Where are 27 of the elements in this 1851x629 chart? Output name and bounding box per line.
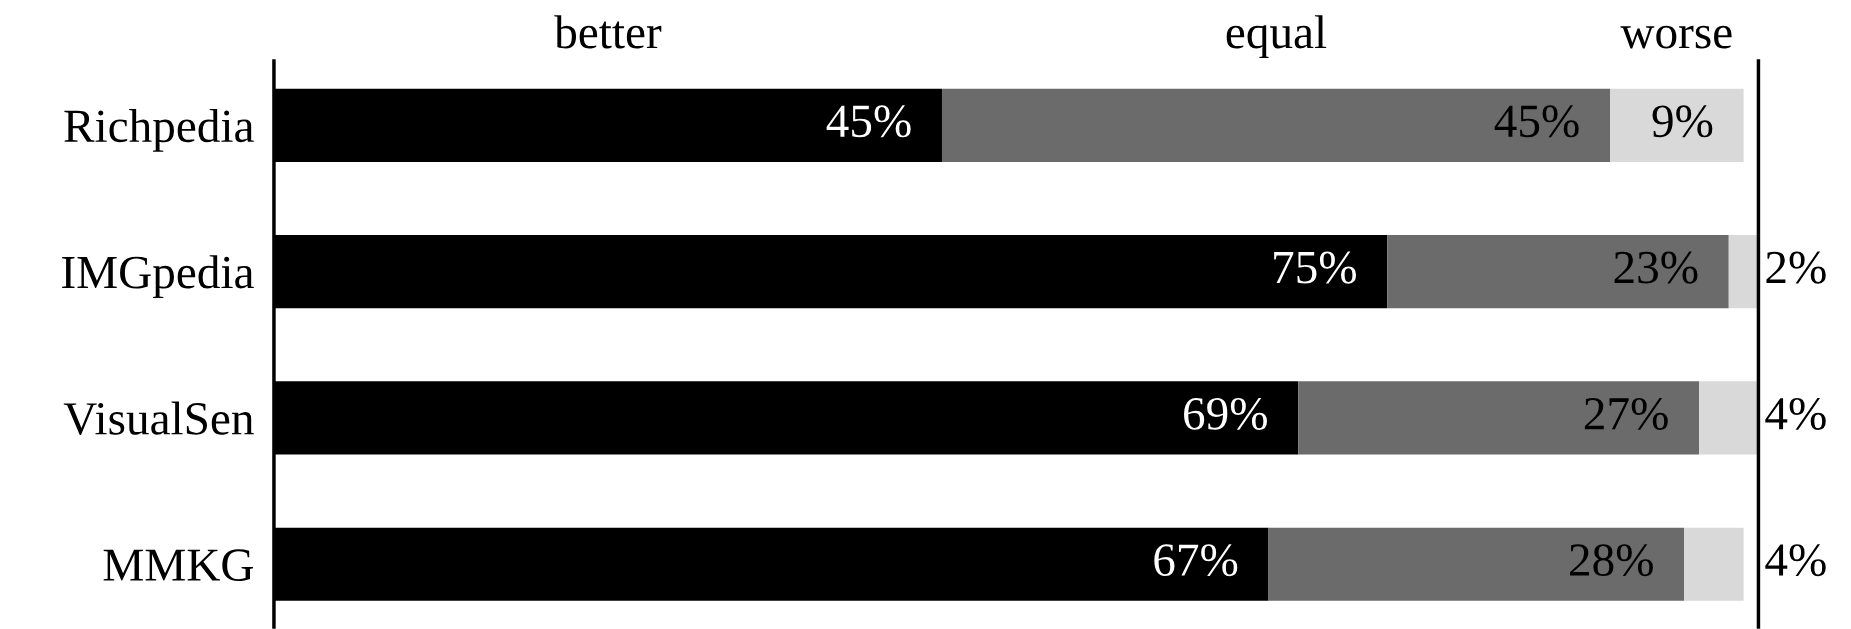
series-label: worse	[1620, 25, 1732, 49]
data-label: 2%	[1766, 251, 1826, 284]
bar	[1387, 235, 1729, 309]
bar	[1610, 88, 1744, 162]
y-tick-label: VisualSen	[63, 401, 254, 436]
series-label: better	[554, 15, 662, 49]
data-label: 28%	[1570, 544, 1653, 577]
data-label: 23%	[1614, 251, 1698, 284]
data-label: 45%	[1494, 105, 1579, 138]
data-label: 27%	[1584, 397, 1668, 430]
data-label: 4%	[1765, 544, 1826, 577]
bar	[1268, 527, 1685, 601]
y-tick-label: Richpedia	[64, 108, 254, 152]
data-label: 4%	[1765, 397, 1826, 430]
bar	[941, 88, 1610, 162]
data-label: 45%	[826, 105, 911, 138]
bar	[1728, 235, 1759, 309]
bar	[1298, 381, 1700, 455]
y-tick-label: IMGpedia	[62, 255, 254, 299]
data-label: 75%	[1274, 251, 1357, 284]
y-tick-label: MMKG	[103, 549, 254, 582]
data-label: 67%	[1154, 544, 1238, 577]
data-label: 69%	[1184, 397, 1267, 430]
bar	[1684, 527, 1744, 601]
bar	[1699, 381, 1759, 455]
data-label: 9%	[1652, 105, 1713, 138]
series-label: equal	[1226, 15, 1327, 59]
